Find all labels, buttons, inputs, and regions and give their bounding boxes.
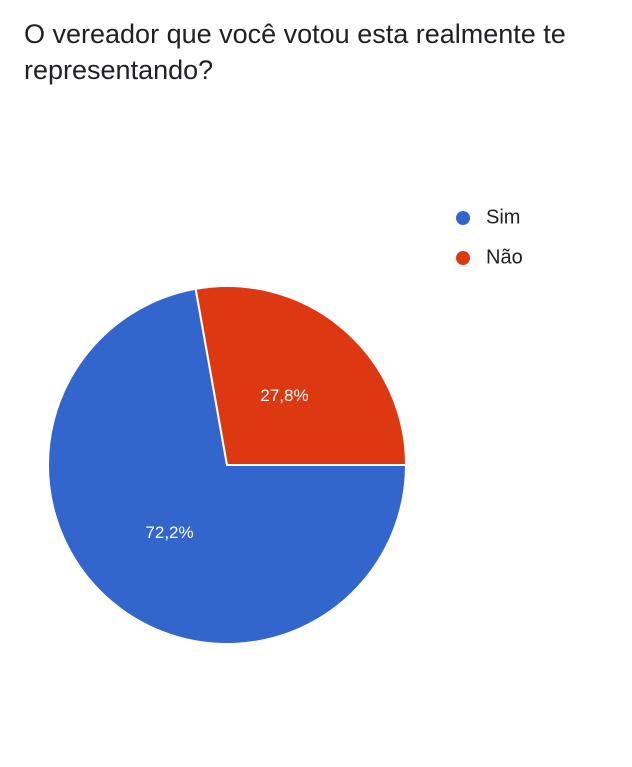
slice-label: 72,2% [145, 523, 193, 542]
legend-swatch [456, 251, 470, 265]
legend-label: Não [486, 246, 523, 268]
slice-label: 27,8% [260, 386, 308, 405]
pie-slice [47, 287, 408, 645]
legend-swatch [456, 211, 470, 225]
pie-slice [194, 285, 408, 466]
chart-title: O vereador que você votou esta realmente… [24, 19, 566, 85]
legend-label: Sim [486, 206, 520, 228]
